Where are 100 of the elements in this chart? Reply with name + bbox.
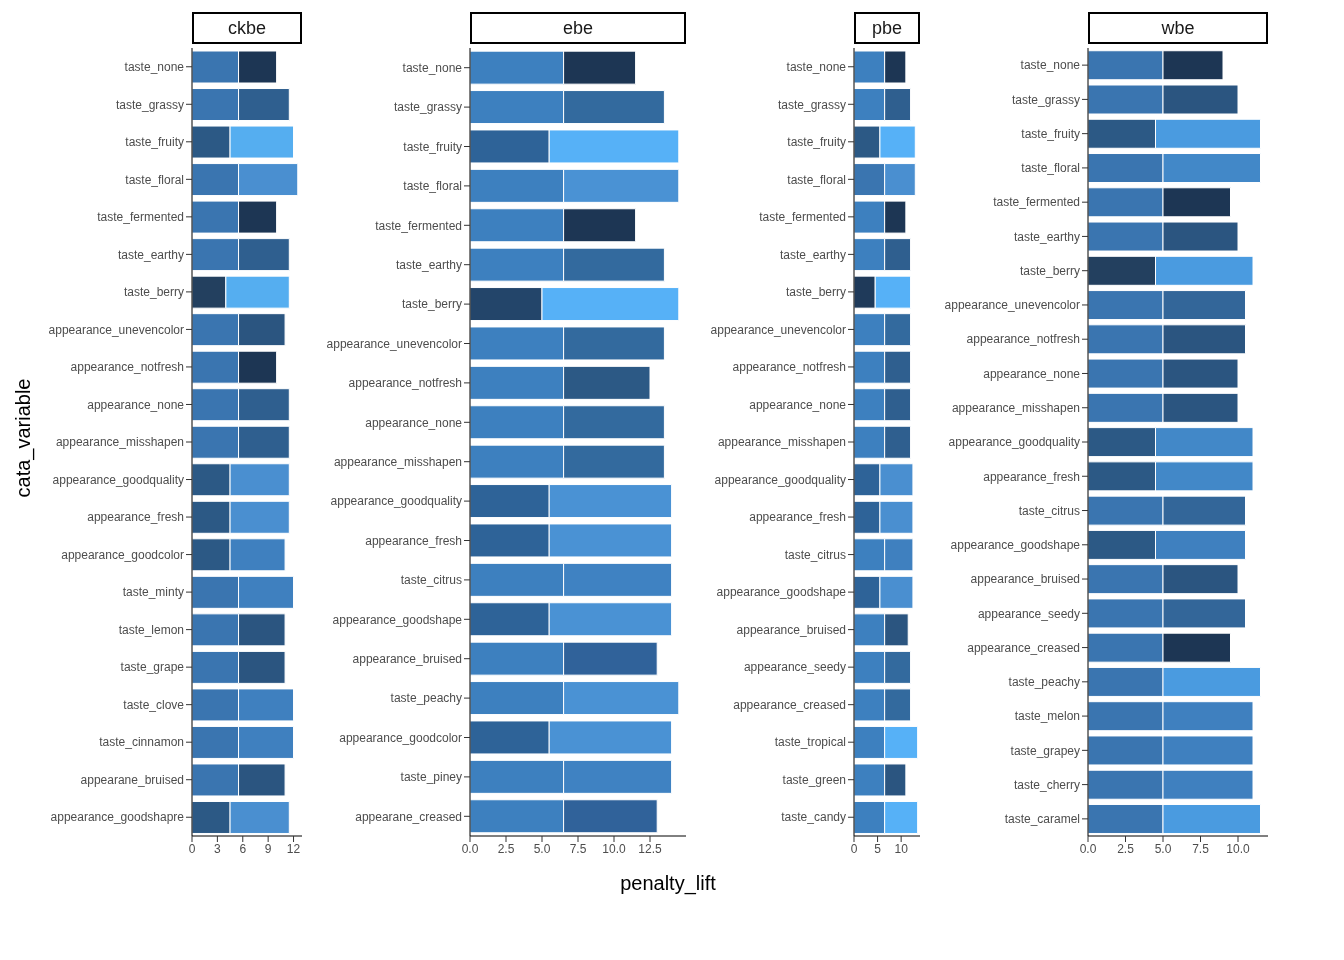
chart-title: wbe — [1088, 12, 1268, 44]
y-tick-label: taste_green — [782, 772, 846, 787]
x-tick-label: 5 — [874, 841, 882, 856]
y-tick-label: taste_earthy — [117, 247, 184, 262]
y-tick-label: appearance_misshapen — [717, 435, 846, 450]
y-tick-label: taste_earthy — [395, 257, 462, 272]
y-tick-label: taste_grassy — [1011, 92, 1080, 107]
x-tick-label: 6 — [239, 841, 247, 856]
x-tick-label: 2.5 — [1117, 841, 1135, 856]
y-tick-label: taste_melon — [1014, 709, 1080, 724]
y-tick-label: appearance_notfresh — [966, 332, 1080, 347]
y-tick-label: taste_citrus — [1018, 503, 1080, 518]
y-tick-label: taste_floral — [403, 179, 462, 194]
y-tick-label: taste_minty — [122, 585, 184, 600]
y-tick-label: taste_fruity — [787, 135, 846, 150]
y-tick-label: appearance_notfresh — [70, 360, 184, 375]
x-tick-label: 12.5 — [638, 841, 662, 856]
y-axis-title: cata_variable — [12, 378, 35, 498]
x-tick-label: 10.0 — [1226, 841, 1250, 856]
y-tick-label: taste_grassy — [393, 100, 462, 115]
y-tick-label: taste_cherry — [1013, 777, 1080, 792]
y-tick-label: taste_fruity — [1021, 126, 1080, 141]
y-tick-label: appearance_seedy — [743, 660, 846, 675]
y-tick-label: appearance_creased — [967, 640, 1080, 655]
x-tick-label: 12 — [286, 841, 301, 856]
x-tick-label: 5.0 — [1154, 841, 1172, 856]
y-tick-label: appearance_goodshapre — [50, 810, 185, 825]
y-tick-label: taste_none — [786, 60, 847, 75]
y-tick-label: taste_earthy — [1013, 229, 1080, 244]
y-tick-label: appearance_unevencolor — [326, 336, 462, 351]
y-tick-label: taste_fruity — [403, 139, 462, 154]
y-tick-label: appearance_misshapen — [55, 435, 184, 450]
y-tick-label: taste_grape — [120, 660, 185, 675]
y-tick-label: appearance_goodcolor — [61, 547, 184, 562]
y-tick-label: appearance_seedy — [977, 606, 1080, 621]
x-tick-label: 10 — [894, 841, 909, 856]
y-tick-label: taste_berry — [123, 285, 184, 300]
x-tick-label: 5.0 — [533, 841, 551, 856]
y-tick-label: appearance_goodquality — [52, 472, 184, 487]
y-tick-label: taste_floral — [1021, 161, 1080, 176]
y-tick-label: taste_fermented — [993, 195, 1080, 210]
y-tick-label: appearance_goodshape — [332, 612, 463, 627]
x-tick-label: 3 — [214, 841, 222, 856]
y-tick-label: appearance_fresh — [983, 469, 1080, 484]
y-tick-label: taste_berry — [785, 285, 846, 300]
x-tick-label: 7.5 — [569, 841, 587, 856]
y-tick-label: taste_piney — [400, 770, 462, 785]
y-tick-label: appearance_unevencolor — [710, 322, 846, 337]
y-tick-label: taste_tropical — [774, 735, 846, 750]
y-tick-label: taste_fruity — [125, 135, 184, 150]
x-axis-title: penalty_lift — [619, 872, 717, 895]
y-tick-label: appearance_goodquality — [714, 472, 846, 487]
y-tick-label: appearance_goodcolor — [339, 730, 462, 745]
y-tick-label: taste_caramel — [1004, 812, 1080, 827]
y-tick-label: appearance_none — [983, 366, 1081, 381]
chart-title: ckbe — [192, 12, 302, 44]
y-tick-label: taste_fermented — [759, 210, 846, 225]
y-tick-label: appearance_fresh — [87, 510, 184, 525]
y-tick-label: taste_grapey — [1010, 743, 1080, 758]
y-tick-label: taste_candy — [781, 810, 846, 825]
x-tick-label: 0.0 — [1079, 841, 1097, 856]
x-tick-label: 0.0 — [461, 841, 479, 856]
y-tick-label: appearance_creased — [733, 697, 846, 712]
y-tick-label: taste_citrus — [784, 547, 846, 562]
x-tick-label: 7.5 — [1192, 841, 1210, 856]
y-tick-label: appearance_none — [365, 415, 463, 430]
y-tick-label: taste_lemon — [118, 622, 184, 637]
y-tick-label: appearance_unevencolor — [48, 322, 184, 337]
y-tick-label: appearance_goodquality — [948, 435, 1080, 450]
y-tick-label: taste_floral — [787, 172, 846, 187]
y-tick-label: appearance_fresh — [365, 533, 462, 548]
y-tick-label: taste_peachy — [390, 691, 462, 706]
y-tick-label: taste_fermented — [97, 210, 184, 225]
y-tick-label: appearance_notfresh — [348, 376, 462, 391]
y-tick-label: taste_fermented — [375, 218, 462, 233]
y-tick-label: taste_floral — [125, 172, 184, 187]
y-tick-label: taste_grassy — [115, 97, 184, 112]
y-tick-label: taste_citrus — [400, 573, 462, 588]
y-tick-label: appearane_creased — [355, 809, 462, 824]
y-tick-label: taste_none — [124, 60, 185, 75]
y-tick-label: appearance_fresh — [749, 510, 846, 525]
y-tick-label: appearance_misshapen — [333, 454, 462, 469]
x-tick-label: 0 — [850, 841, 858, 856]
y-tick-label: appearance_misshapen — [951, 401, 1080, 415]
y-tick-label: appearance_none — [749, 397, 847, 412]
y-tick-label: appearance_bruised — [736, 622, 846, 637]
chart-title: pbe — [854, 12, 920, 44]
y-tick-label: appearance_bruised — [970, 572, 1080, 587]
y-tick-label: taste_cinnamon — [99, 735, 184, 750]
y-tick-label: taste_grassy — [777, 97, 846, 112]
y-tick-label: appearane_bruised — [80, 772, 184, 787]
y-tick-label: appearance_goodquality — [330, 494, 462, 509]
y-tick-label: taste_none — [402, 60, 463, 75]
y-tick-label: taste_none — [1020, 58, 1081, 73]
y-tick-label: appearance_notfresh — [732, 360, 846, 375]
x-tick-label: 9 — [264, 841, 272, 856]
chart-title: ebe — [470, 12, 686, 44]
y-tick-label: appearance_bruised — [352, 651, 462, 666]
y-tick-label: appearance_goodshape — [950, 538, 1081, 553]
y-tick-label: taste_berry — [401, 297, 462, 312]
